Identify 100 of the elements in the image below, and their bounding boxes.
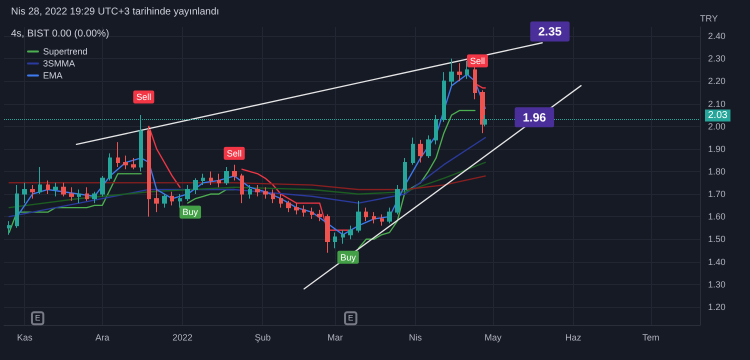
candlestick xyxy=(411,137,415,166)
candlestick xyxy=(162,194,167,208)
candlestick xyxy=(356,200,361,233)
candlestick xyxy=(232,164,237,182)
annotation: 1.96 xyxy=(522,110,546,124)
candlestick xyxy=(457,62,462,82)
annotation: Buy xyxy=(182,207,199,218)
y-tick-label: 2.00 xyxy=(708,121,726,132)
candlestick xyxy=(30,184,35,200)
candlestick xyxy=(154,189,159,213)
legend-label: Supertrend xyxy=(43,46,88,56)
x-tick-label: Ara xyxy=(95,332,110,342)
chart-subtitle: 4s, BIST 0.00 (0.00%) xyxy=(11,28,110,40)
chart-title: Nis 28, 2022 19:29 UTC+3 tarihinde yayınlandı xyxy=(11,6,220,18)
candlestick xyxy=(123,155,128,170)
y-tick-label: 1.90 xyxy=(708,144,726,154)
y-axis-title: TRY xyxy=(700,14,718,24)
candlestick xyxy=(193,178,198,195)
line-series xyxy=(8,136,486,218)
candlestick xyxy=(22,182,27,204)
y-tick-label: 1.70 xyxy=(708,189,726,200)
candlestick xyxy=(372,212,376,224)
line-series xyxy=(8,175,486,190)
candlestick xyxy=(263,186,268,200)
annotation: Sell xyxy=(136,92,152,102)
line-series xyxy=(16,74,486,236)
candlestick xyxy=(380,214,384,226)
y-tick-label: 1.40 xyxy=(708,256,726,267)
y-tick-label: 1.30 xyxy=(708,279,726,290)
candlestick xyxy=(100,176,105,197)
x-tick-label: Şub xyxy=(254,332,271,342)
candlestick xyxy=(364,207,368,222)
annotation: E xyxy=(348,314,354,323)
candlestick xyxy=(317,209,322,222)
annotation: Buy xyxy=(340,252,356,262)
candlestick xyxy=(418,139,423,163)
candlestick xyxy=(333,232,337,249)
candlestick xyxy=(46,180,50,195)
candlestick xyxy=(77,189,81,204)
candlestick xyxy=(403,157,407,192)
candlestick xyxy=(387,207,392,224)
candlestick xyxy=(15,184,19,228)
candlestick xyxy=(248,184,252,200)
candlestick xyxy=(38,166,42,195)
x-tick-label: May xyxy=(484,332,502,342)
candlestick xyxy=(473,64,477,100)
candlestick xyxy=(92,191,97,204)
candlestick xyxy=(224,166,229,186)
candlestick xyxy=(395,184,400,215)
x-tick-label: Nis xyxy=(408,332,422,342)
y-tick-label: 1.50 xyxy=(708,234,726,244)
candlestick xyxy=(294,202,299,215)
y-tick-label: 1.60 xyxy=(708,212,726,222)
candlestick xyxy=(217,173,221,188)
candlestick xyxy=(116,142,120,168)
ref-line-label: 2.03 xyxy=(708,110,728,122)
candlestick xyxy=(85,186,89,202)
x-tick-label: Haz xyxy=(565,332,582,342)
candlestick xyxy=(108,152,112,182)
x-tick-label: 2022 xyxy=(172,332,193,342)
x-tick-label: Kas xyxy=(16,332,33,342)
x-tick-label: Tem xyxy=(642,332,660,342)
candlestick xyxy=(69,186,74,202)
candlestick xyxy=(325,214,330,254)
candlestick xyxy=(209,170,213,186)
x-tick-label: Mar xyxy=(327,332,343,342)
candlestick xyxy=(61,182,66,197)
candlestick xyxy=(131,157,136,170)
candlestick xyxy=(286,200,291,213)
candlestick xyxy=(302,204,306,218)
y-tick-label: 1.20 xyxy=(708,302,726,312)
legend-label: EMA xyxy=(43,70,63,80)
y-tick-label: 2.20 xyxy=(708,76,726,86)
annotation: Sell xyxy=(470,56,485,66)
y-tick-label: 2.10 xyxy=(708,98,726,109)
annotation: E xyxy=(34,314,40,323)
candlestick xyxy=(348,225,353,240)
candlestick xyxy=(449,58,454,86)
candlestick xyxy=(147,126,151,218)
candlestick xyxy=(480,90,485,134)
annotation: 2.35 xyxy=(538,24,562,39)
candlestick xyxy=(255,184,260,197)
candlestick xyxy=(201,173,205,186)
candlestick xyxy=(271,189,275,204)
candlestick xyxy=(53,182,58,197)
candlestick xyxy=(185,184,190,202)
y-tick-label: 2.40 xyxy=(708,31,726,42)
line-series xyxy=(8,162,486,208)
candlestick xyxy=(341,230,345,244)
candlestick xyxy=(310,207,314,220)
candlestick xyxy=(279,194,283,208)
y-tick-label: 2.30 xyxy=(708,54,726,64)
annotation: Sell xyxy=(226,148,242,158)
candlestick xyxy=(178,194,182,208)
candlestick xyxy=(170,191,174,206)
y-tick-label: 1.80 xyxy=(708,166,726,176)
candlestick xyxy=(426,134,431,158)
candlestick xyxy=(465,60,469,80)
candlestick xyxy=(7,220,11,236)
legend-label: 3SMMA xyxy=(43,58,76,68)
